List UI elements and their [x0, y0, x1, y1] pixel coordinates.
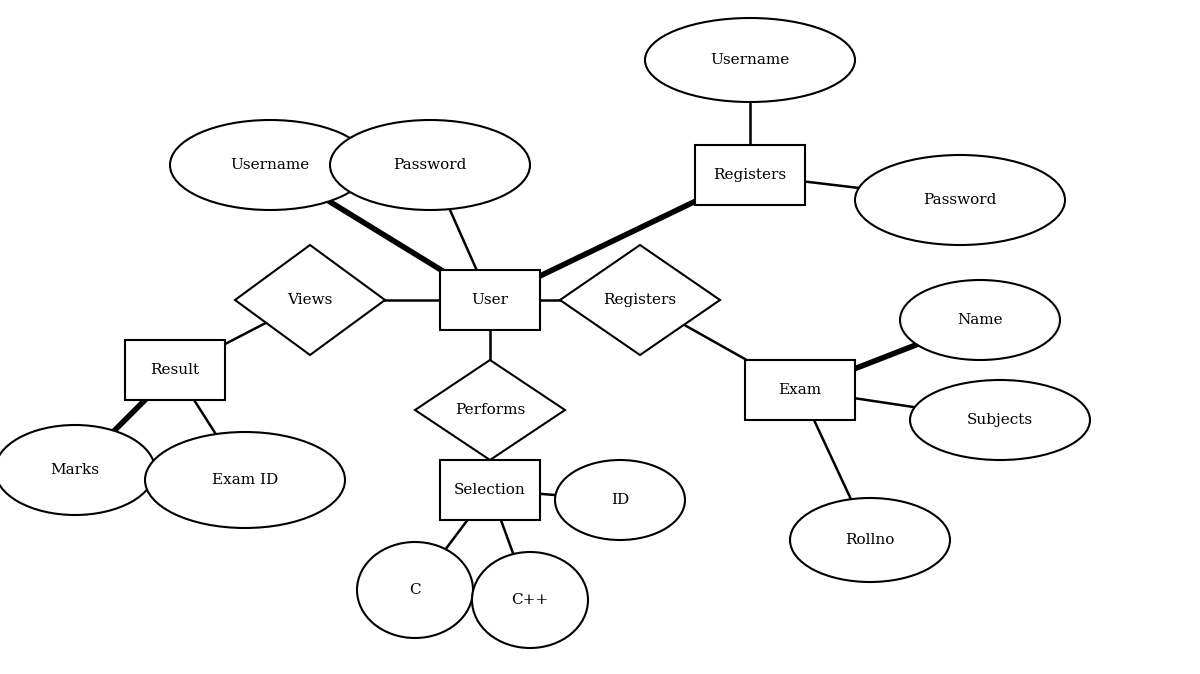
Text: Exam ID: Exam ID [212, 473, 278, 487]
Text: Subjects: Subjects [967, 413, 1033, 427]
Bar [125, 340, 226, 400]
Text: Registers: Registers [714, 168, 786, 182]
Bar [440, 270, 540, 330]
Ellipse shape [145, 432, 346, 528]
Text: Username: Username [230, 158, 310, 172]
Text: Password: Password [394, 158, 467, 172]
Bar [695, 145, 805, 205]
Ellipse shape [910, 380, 1090, 460]
Text: Result: Result [150, 363, 199, 377]
Text: Selection: Selection [454, 483, 526, 497]
Ellipse shape [358, 542, 473, 638]
Text: Rollno: Rollno [845, 533, 895, 547]
Polygon shape [560, 245, 720, 355]
Bar [440, 460, 540, 520]
Text: Marks: Marks [50, 463, 100, 477]
Text: C++: C++ [511, 593, 548, 607]
Ellipse shape [472, 552, 588, 648]
Text: Performs: Performs [455, 403, 526, 417]
Ellipse shape [854, 155, 1066, 245]
Text: Views: Views [287, 293, 332, 307]
Text: Name: Name [958, 313, 1003, 327]
Text: Password: Password [923, 193, 997, 207]
Text: ID: ID [611, 493, 629, 507]
Ellipse shape [646, 18, 854, 102]
Ellipse shape [554, 460, 685, 540]
Polygon shape [415, 360, 565, 460]
Ellipse shape [330, 120, 530, 210]
Text: User: User [472, 293, 509, 307]
Ellipse shape [900, 280, 1060, 360]
Ellipse shape [790, 498, 950, 582]
Text: Username: Username [710, 53, 790, 67]
Ellipse shape [170, 120, 370, 210]
Ellipse shape [0, 425, 155, 515]
Text: Registers: Registers [604, 293, 677, 307]
Text: Exam: Exam [779, 383, 822, 397]
Bar [745, 360, 854, 420]
Polygon shape [235, 245, 385, 355]
Text: C: C [409, 583, 421, 597]
